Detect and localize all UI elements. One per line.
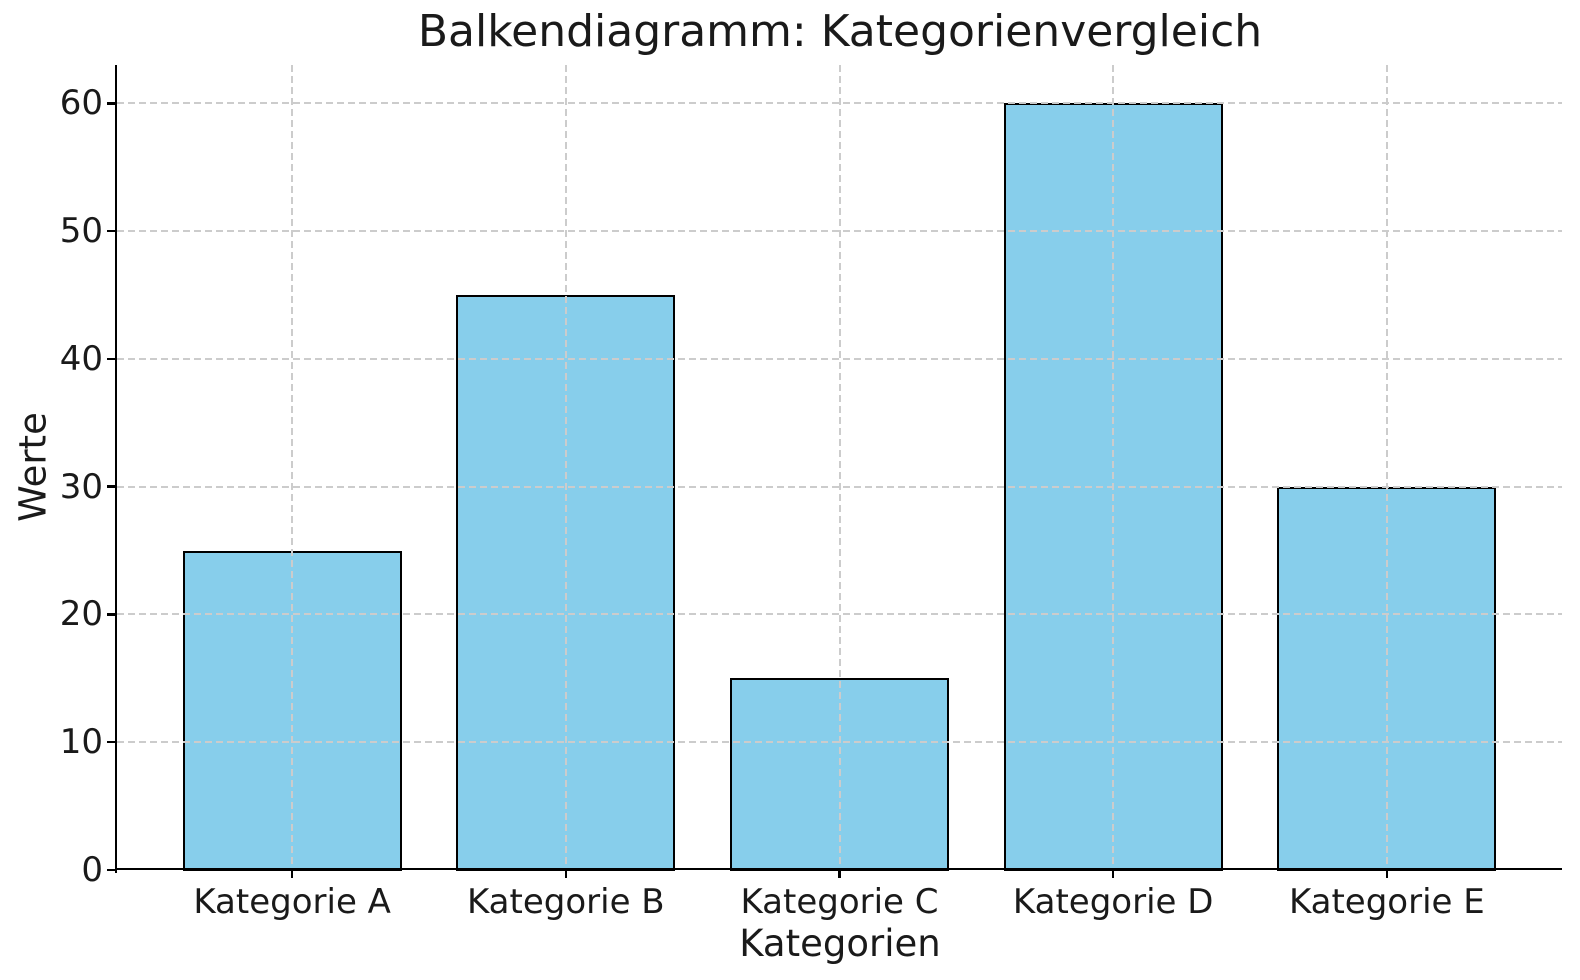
y-tick-mark (106, 868, 115, 872)
x-tick-label: Kategorie D (1012, 882, 1214, 922)
x-tick-mark (290, 870, 294, 878)
gridline-vertical (291, 65, 294, 870)
x-tick-label: Kategorie E (1288, 882, 1485, 922)
chart-title: Balkendiagramm: Kategorienvergleich (417, 6, 1263, 57)
y-tick-label: 60 (59, 83, 103, 124)
y-axis-spine (114, 65, 117, 873)
gridline-vertical (838, 65, 841, 870)
x-tick-label: Kategorie C (740, 882, 939, 922)
x-tick-label: Kategorie A (193, 882, 391, 922)
gridline-vertical (564, 65, 567, 870)
x-tick-mark (1385, 870, 1389, 878)
x-axis-label: Kategorien (739, 922, 941, 965)
y-tick-mark (106, 613, 115, 616)
x-axis-spine (114, 867, 1562, 870)
y-tick-mark (106, 229, 115, 233)
y-tick-label: 0 (81, 850, 103, 890)
y-tick-mark (106, 102, 115, 105)
y-tick-mark (106, 485, 115, 488)
x-tick-mark (564, 870, 568, 878)
y-tick-label: 20 (59, 594, 103, 635)
y-tick-mark (106, 740, 115, 744)
x-tick-mark (838, 870, 841, 878)
y-tick-label: 50 (59, 211, 103, 252)
y-tick-label: 40 (59, 338, 103, 379)
x-tick-label: Kategorie B (466, 882, 665, 922)
y-tick-label: 10 (59, 722, 103, 763)
gridline-vertical (1385, 65, 1388, 870)
y-tick-mark (106, 357, 115, 361)
y-axis-label: Werte (11, 412, 55, 522)
y-tick-label: 30 (59, 466, 103, 507)
x-tick-mark (1111, 870, 1115, 878)
gridline-vertical (1112, 65, 1115, 870)
